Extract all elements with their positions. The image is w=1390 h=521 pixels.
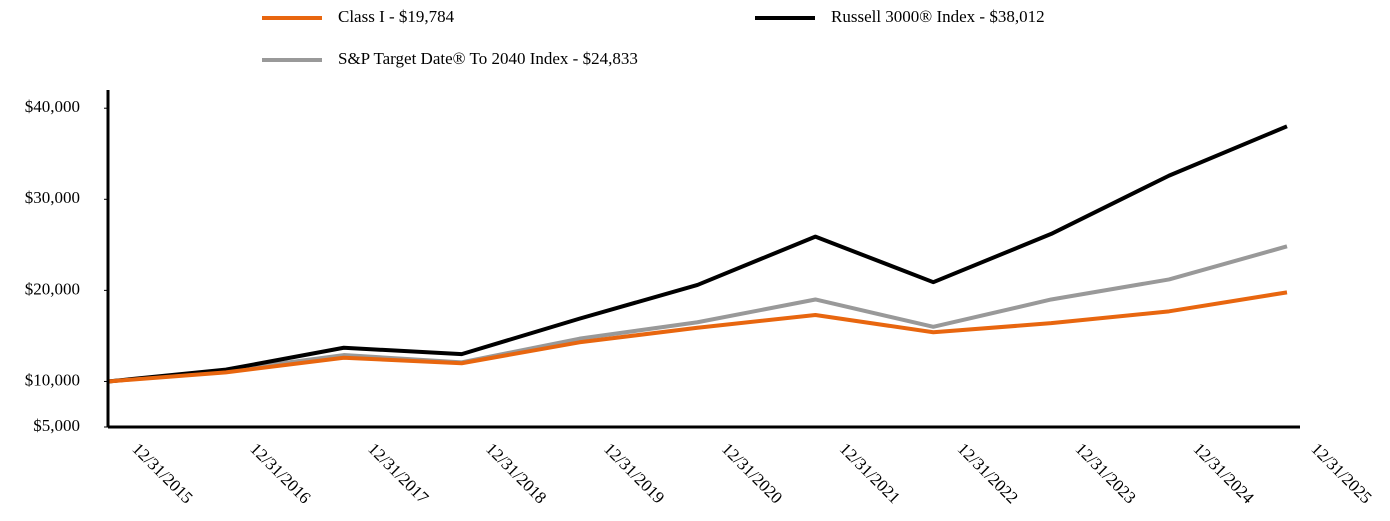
x-tick-label: 12/31/2022 xyxy=(954,439,1022,507)
x-tick-label: 12/31/2025 xyxy=(1307,439,1375,507)
x-tick-label: 12/31/2020 xyxy=(718,439,786,507)
series-line xyxy=(107,244,1288,384)
x-tick-label: 12/31/2019 xyxy=(600,439,668,507)
x-tick-label: 12/31/2023 xyxy=(1072,439,1140,507)
legend-label: Class I - $19,784 xyxy=(338,7,455,26)
y-tick-label: $5,000 xyxy=(33,416,80,435)
series-line xyxy=(107,124,1288,384)
x-tick-label: 12/31/2024 xyxy=(1190,439,1259,508)
x-tick-label: 12/31/2016 xyxy=(246,439,314,507)
y-tick-label: $10,000 xyxy=(25,370,80,389)
x-tick-label: 12/31/2018 xyxy=(482,439,550,507)
x-tick-label: 12/31/2015 xyxy=(128,439,196,507)
x-tick-label: 12/31/2021 xyxy=(836,439,904,507)
legend-label: S&P Target Date® To 2040 Index - $24,833 xyxy=(338,49,638,68)
x-tick-label: 12/31/2017 xyxy=(364,439,433,508)
y-tick-label: $30,000 xyxy=(25,188,80,207)
series-line xyxy=(107,290,1288,384)
y-tick-label: $40,000 xyxy=(25,97,80,116)
legend-label: Russell 3000® Index - $38,012 xyxy=(831,7,1045,26)
y-tick-label: $20,000 xyxy=(25,279,80,298)
